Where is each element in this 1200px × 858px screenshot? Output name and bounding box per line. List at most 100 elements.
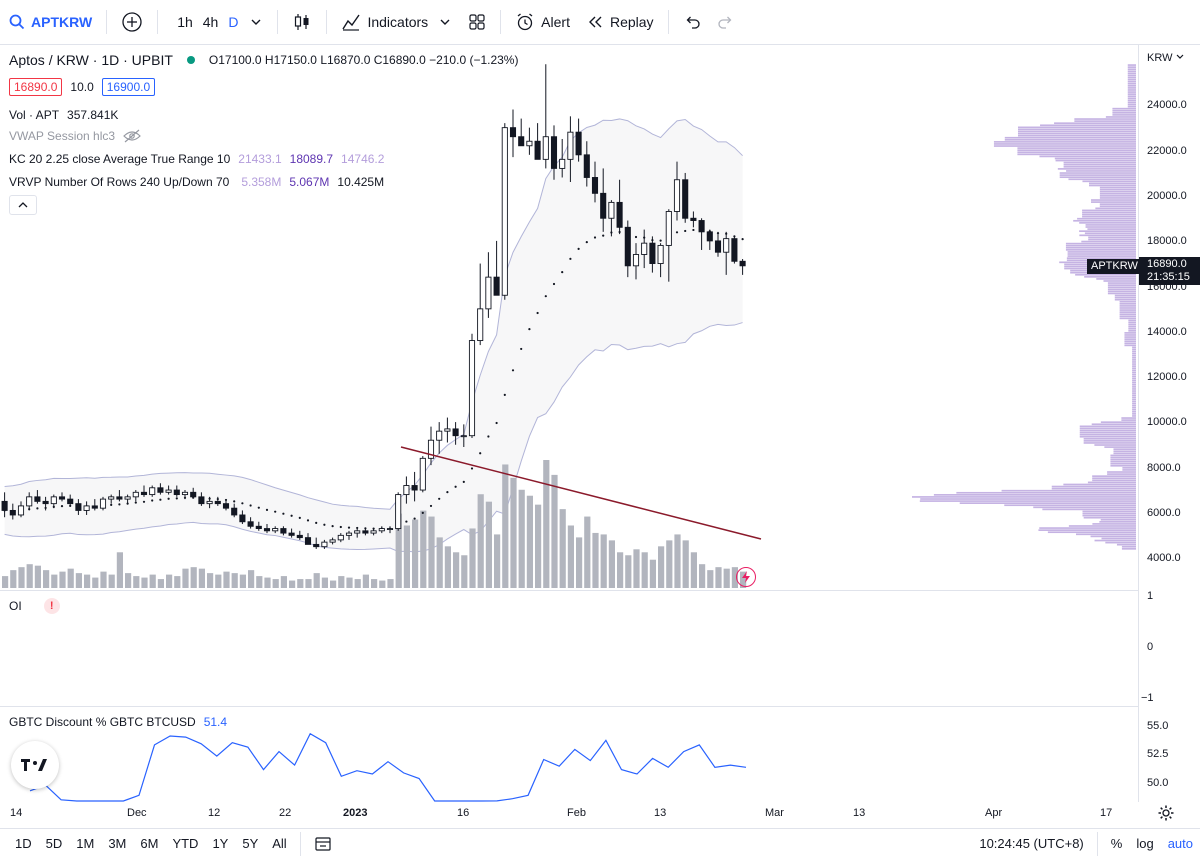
volume-profile-row [1063,165,1136,168]
candle-body [9,509,16,516]
volume-profile-row [1074,118,1136,120]
range-1d[interactable]: 1D [15,836,32,851]
vol-label[interactable]: Vol · APT [9,108,60,122]
currency-label[interactable]: KRW [1147,52,1184,64]
volume-profile-row [1091,201,1136,203]
trend-line[interactable] [400,446,762,540]
bid-price[interactable]: 16890.0 [9,78,63,96]
volume-profile-row [1132,375,1136,378]
volume-profile-row [1132,359,1136,361]
vwap-label[interactable]: VWAP Session hlc3 [9,129,116,143]
timeframe-d[interactable]: D [228,14,239,30]
time-axis[interactable]: 14 Dec 12 22 2023 16 Feb 13 Mar 13 Apr 1… [0,802,1138,828]
eye-hidden-icon[interactable] [123,129,141,143]
vrvp-up-value: 5.358M [241,175,282,189]
kc-basis-dot [544,295,547,298]
kc-label[interactable]: KC 20 2.25 close Average True Range 10 [9,152,231,166]
redo-button[interactable] [709,0,743,44]
collapse-legend-button[interactable] [9,195,37,215]
volume-profile-row [1083,437,1136,440]
chart-type-button[interactable] [284,0,320,44]
tv-logo-icon [21,759,47,771]
range-5y[interactable]: 5Y [242,836,259,851]
symbol-price-tag: APTKRW [1087,259,1142,274]
candle-body [723,238,730,253]
volume-bar [403,525,410,588]
volume-bar [371,579,378,588]
undo-button[interactable] [675,0,709,44]
kc-basis-dot [249,504,252,507]
gbtc-tick: 55.0 [1147,720,1169,732]
ask-price[interactable]: 16900.0 [101,78,156,96]
gbtc-label[interactable]: GBTC Discount % GBTC BTCUSD [9,715,196,729]
price-tick: 10000.0 [1147,416,1187,428]
volume-profile-row [1107,286,1136,289]
symbol-search[interactable]: APTKRW [0,0,100,44]
chevron-up-icon [18,202,28,208]
range-all[interactable]: All [272,836,287,851]
volume-profile-row [1092,479,1136,482]
alert-button[interactable]: Alert [507,0,578,44]
volume-profile-row [1017,126,1136,129]
timeframe-4h[interactable]: 4h [202,14,219,30]
range-1y[interactable]: 1Y [212,836,229,851]
candle-body [378,528,385,532]
price-axis[interactable]: KRW 24000.0 22000.0 20000.0 18000.0 1 600… [1087,44,1200,802]
indicators-button[interactable]: Indicators [333,0,460,44]
legend-title[interactable]: Aptos / KRW · 1D · UPBIT [9,52,173,68]
volume-profile-row [1079,222,1136,224]
volume-bar [387,579,394,588]
volume-bar [428,516,435,588]
volume-profile-row [933,494,1136,496]
lightning-button[interactable] [736,567,756,587]
volume-bar [100,571,107,588]
range-ytd[interactable]: YTD [172,836,199,851]
percent-scale-toggle[interactable]: % [1110,836,1123,851]
candle-body [501,127,508,296]
candle-body [214,500,221,505]
compare-symbol-button[interactable] [113,0,151,44]
range-6m[interactable]: 6M [140,836,159,851]
volume-profile-row [1079,431,1136,434]
volume-profile-row [919,500,1136,502]
timeframe-1h[interactable]: 1h [177,14,193,30]
volume-profile-row [1107,288,1136,291]
volume-profile-row [1065,249,1136,251]
volume-profile-row [1132,396,1136,399]
volume-profile-row [1067,253,1136,255]
chart-settings-button[interactable] [1157,804,1175,827]
tradingview-logo[interactable] [11,741,59,789]
volume-profile-row [1121,547,1136,550]
volume-profile-row [1127,84,1136,87]
candle-body [550,136,558,169]
auto-scale-toggle[interactable]: auto [1167,836,1193,851]
chevron-down-icon[interactable] [438,15,452,29]
volume-profile-row [1127,97,1136,100]
candle-body [173,489,180,496]
error-badge[interactable]: ! [43,598,60,614]
chevron-down-icon[interactable] [249,15,263,29]
chart-area[interactable] [0,44,1138,802]
volume-profile-row [1087,481,1136,484]
range-1m[interactable]: 1M [76,836,95,851]
volume-bar [174,576,181,588]
price-chart[interactable] [0,44,1138,802]
kc-basis-dot [290,514,293,517]
volume-profile-row [1132,390,1136,392]
replay-button[interactable]: Replay [578,0,662,44]
vrvp-label[interactable]: VRVP Number Of Rows 240 Up/Down 70 [9,175,230,189]
candle-body [190,491,197,498]
clock-timezone[interactable]: 10:24:45 (UTC+8) [979,836,1084,851]
layout-button[interactable] [460,0,494,44]
range-5d[interactable]: 5D [45,836,63,851]
date-range-button[interactable] [307,836,339,852]
volume-bar [116,552,123,588]
range-3m[interactable]: 3M [108,836,127,851]
volume-profile-row [1127,91,1136,93]
volume-bar [510,477,517,588]
volume-bar [354,579,361,588]
log-scale-toggle[interactable]: log [1136,836,1154,851]
volume-bar [674,534,681,588]
gbtc-line [29,732,747,802]
oi-label[interactable]: OI [9,599,22,613]
